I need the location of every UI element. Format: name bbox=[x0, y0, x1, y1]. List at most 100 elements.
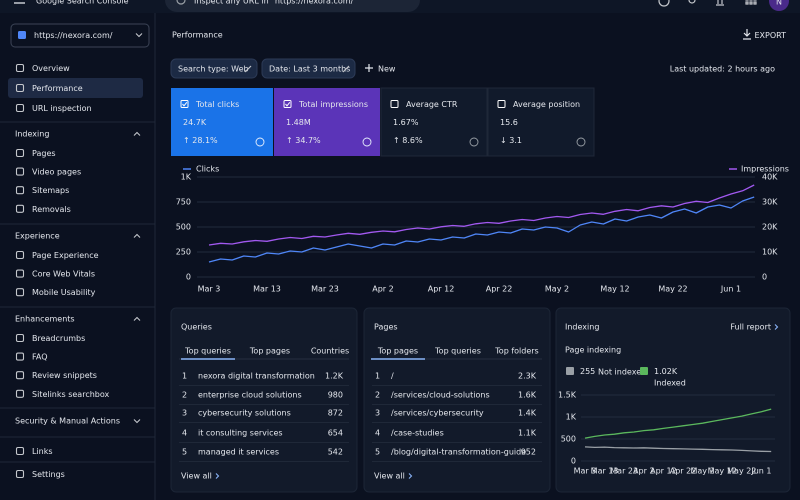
x-tick-label: Mar 23 bbox=[311, 285, 339, 294]
help-icon bbox=[362, 137, 372, 147]
row-name[interactable]: / bbox=[391, 372, 394, 381]
x-tick-label: Mar 3 bbox=[574, 467, 597, 476]
nav-item[interactable]: Performance bbox=[32, 84, 83, 93]
x-tick-label: Jun 1 bbox=[720, 285, 741, 294]
row-name[interactable]: nexora digital transformation bbox=[198, 372, 315, 381]
row-value: 542 bbox=[328, 448, 343, 457]
panel bbox=[363, 307, 551, 493]
property-selector[interactable] bbox=[10, 23, 150, 48]
nav-icon bbox=[15, 167, 25, 176]
metric-card[interactable] bbox=[171, 88, 273, 156]
row-rank: 5 bbox=[182, 448, 187, 457]
menu-icon[interactable] bbox=[14, 0, 25, 4]
view-all-link[interactable]: View all bbox=[181, 472, 212, 481]
nav-item[interactable]: FAQ bbox=[32, 353, 48, 362]
nav-item[interactable]: Sitelinks searchbox bbox=[32, 390, 110, 399]
nav-group-title[interactable]: Indexing bbox=[15, 130, 49, 139]
y-tick-label: 1K bbox=[181, 173, 192, 182]
nav-icon bbox=[15, 352, 25, 361]
tab[interactable]: Top folders bbox=[494, 347, 538, 356]
filter-chip[interactable] bbox=[261, 58, 356, 79]
tab[interactable]: Top queries bbox=[184, 347, 231, 356]
nav-item[interactable]: Page Experience bbox=[32, 251, 99, 260]
nav-item[interactable]: URL inspection bbox=[32, 104, 92, 113]
nav-item[interactable]: Mobile Usability bbox=[32, 288, 96, 297]
x-tick-label: Mar 13 bbox=[253, 285, 281, 294]
tab[interactable]: Top pages bbox=[377, 347, 418, 356]
nav-item[interactable]: Core Web Vitals bbox=[32, 270, 95, 279]
x-tick-label: Apr 2 bbox=[372, 285, 393, 294]
metric-checkbox bbox=[497, 100, 506, 108]
x-tick-label: May 2 bbox=[545, 285, 569, 294]
data-line bbox=[208, 196, 755, 263]
row-name[interactable]: enterprise cloud solutions bbox=[198, 391, 302, 400]
x-tick-label: May 12 bbox=[600, 285, 629, 294]
filter-chip[interactable] bbox=[170, 58, 258, 79]
nav-item[interactable]: Settings bbox=[32, 470, 65, 479]
row-rank: 1 bbox=[375, 372, 380, 381]
y-tick-label: 1.5K bbox=[558, 391, 577, 400]
panel-subtitle: Page indexing bbox=[565, 346, 621, 355]
search-box[interactable] bbox=[165, 0, 420, 12]
plus-icon bbox=[365, 64, 373, 72]
help-icon bbox=[576, 137, 586, 147]
metric-card[interactable] bbox=[487, 87, 595, 157]
export-button[interactable]: EXPORT bbox=[754, 31, 786, 40]
row-name[interactable]: /blog/digital-transformation-guide bbox=[391, 448, 526, 457]
x-tick-label: Apr 12 bbox=[650, 467, 677, 476]
metric-card[interactable] bbox=[274, 88, 380, 156]
row-name[interactable]: cybersecurity solutions bbox=[198, 409, 291, 418]
tab[interactable]: Countries bbox=[311, 347, 349, 356]
nav-item[interactable]: Pages bbox=[32, 149, 56, 158]
nav-item[interactable]: Sitemaps bbox=[32, 186, 69, 195]
row-value: 872 bbox=[328, 409, 343, 418]
topbar-icons[interactable] bbox=[658, 0, 757, 7]
metric-label: Total impressions bbox=[298, 100, 368, 109]
metric-checkbox bbox=[180, 100, 189, 108]
x-tick-label: Apr 2 bbox=[633, 467, 654, 476]
avatar[interactable] bbox=[769, 0, 789, 11]
nav-item[interactable]: Review snippets bbox=[32, 371, 97, 380]
row-name[interactable]: /services/cloud-solutions bbox=[391, 391, 490, 400]
new-filter-button[interactable]: New bbox=[378, 65, 396, 74]
view-all-link[interactable]: View all bbox=[374, 472, 405, 481]
x-tick-label: Apr 12 bbox=[428, 285, 455, 294]
full-report-link[interactable]: Full report bbox=[730, 323, 771, 332]
panel-title: Indexing bbox=[565, 323, 599, 332]
metric-card[interactable] bbox=[380, 87, 488, 157]
y2-tick-label: 10K bbox=[762, 248, 778, 257]
y2-tick-label: 20K bbox=[762, 223, 778, 232]
chevron bbox=[133, 419, 141, 424]
row-rank: 1 bbox=[182, 372, 187, 381]
panel-title: Pages bbox=[374, 323, 398, 332]
nav-item[interactable]: Removals bbox=[32, 205, 71, 214]
row-name[interactable]: /services/cybersecurity bbox=[391, 409, 484, 418]
nav-group-title[interactable]: Experience bbox=[15, 232, 60, 241]
row-value: 980 bbox=[328, 391, 343, 400]
y-tick-label: 500 bbox=[561, 435, 576, 444]
data-line bbox=[208, 184, 755, 246]
row-name[interactable]: managed it services bbox=[198, 448, 279, 457]
nav-icon bbox=[15, 269, 25, 278]
nav-group-title[interactable]: Security & Manual Actions bbox=[15, 417, 120, 426]
nav-item[interactable]: Breadcrumbs bbox=[32, 334, 85, 343]
metric-value: 1.48M bbox=[286, 118, 311, 127]
metric-change: ↑ 8.6% bbox=[393, 136, 423, 145]
nav-item[interactable]: Links bbox=[32, 447, 53, 456]
y2-tick-label: 0 bbox=[762, 273, 767, 282]
nav-item[interactable]: Overview bbox=[32, 64, 70, 73]
nav-icon bbox=[15, 389, 25, 398]
chevron bbox=[215, 473, 220, 479]
nav-item[interactable]: Video pages bbox=[32, 168, 81, 177]
nav-icon bbox=[15, 103, 25, 113]
row-name[interactable]: /case-studies bbox=[391, 429, 444, 438]
y-tick-label: 1K bbox=[566, 413, 577, 422]
tab[interactable]: Top pages bbox=[249, 347, 290, 356]
tab[interactable]: Top queries bbox=[434, 347, 481, 356]
row-value: 2.3K bbox=[518, 372, 537, 381]
download-icon bbox=[743, 29, 751, 40]
row-name[interactable]: it consulting services bbox=[198, 429, 283, 438]
y-tick-label: 750 bbox=[176, 198, 191, 207]
nav-group-title[interactable]: Enhancements bbox=[15, 315, 75, 324]
x-tick-label: Apr 22 bbox=[486, 285, 513, 294]
